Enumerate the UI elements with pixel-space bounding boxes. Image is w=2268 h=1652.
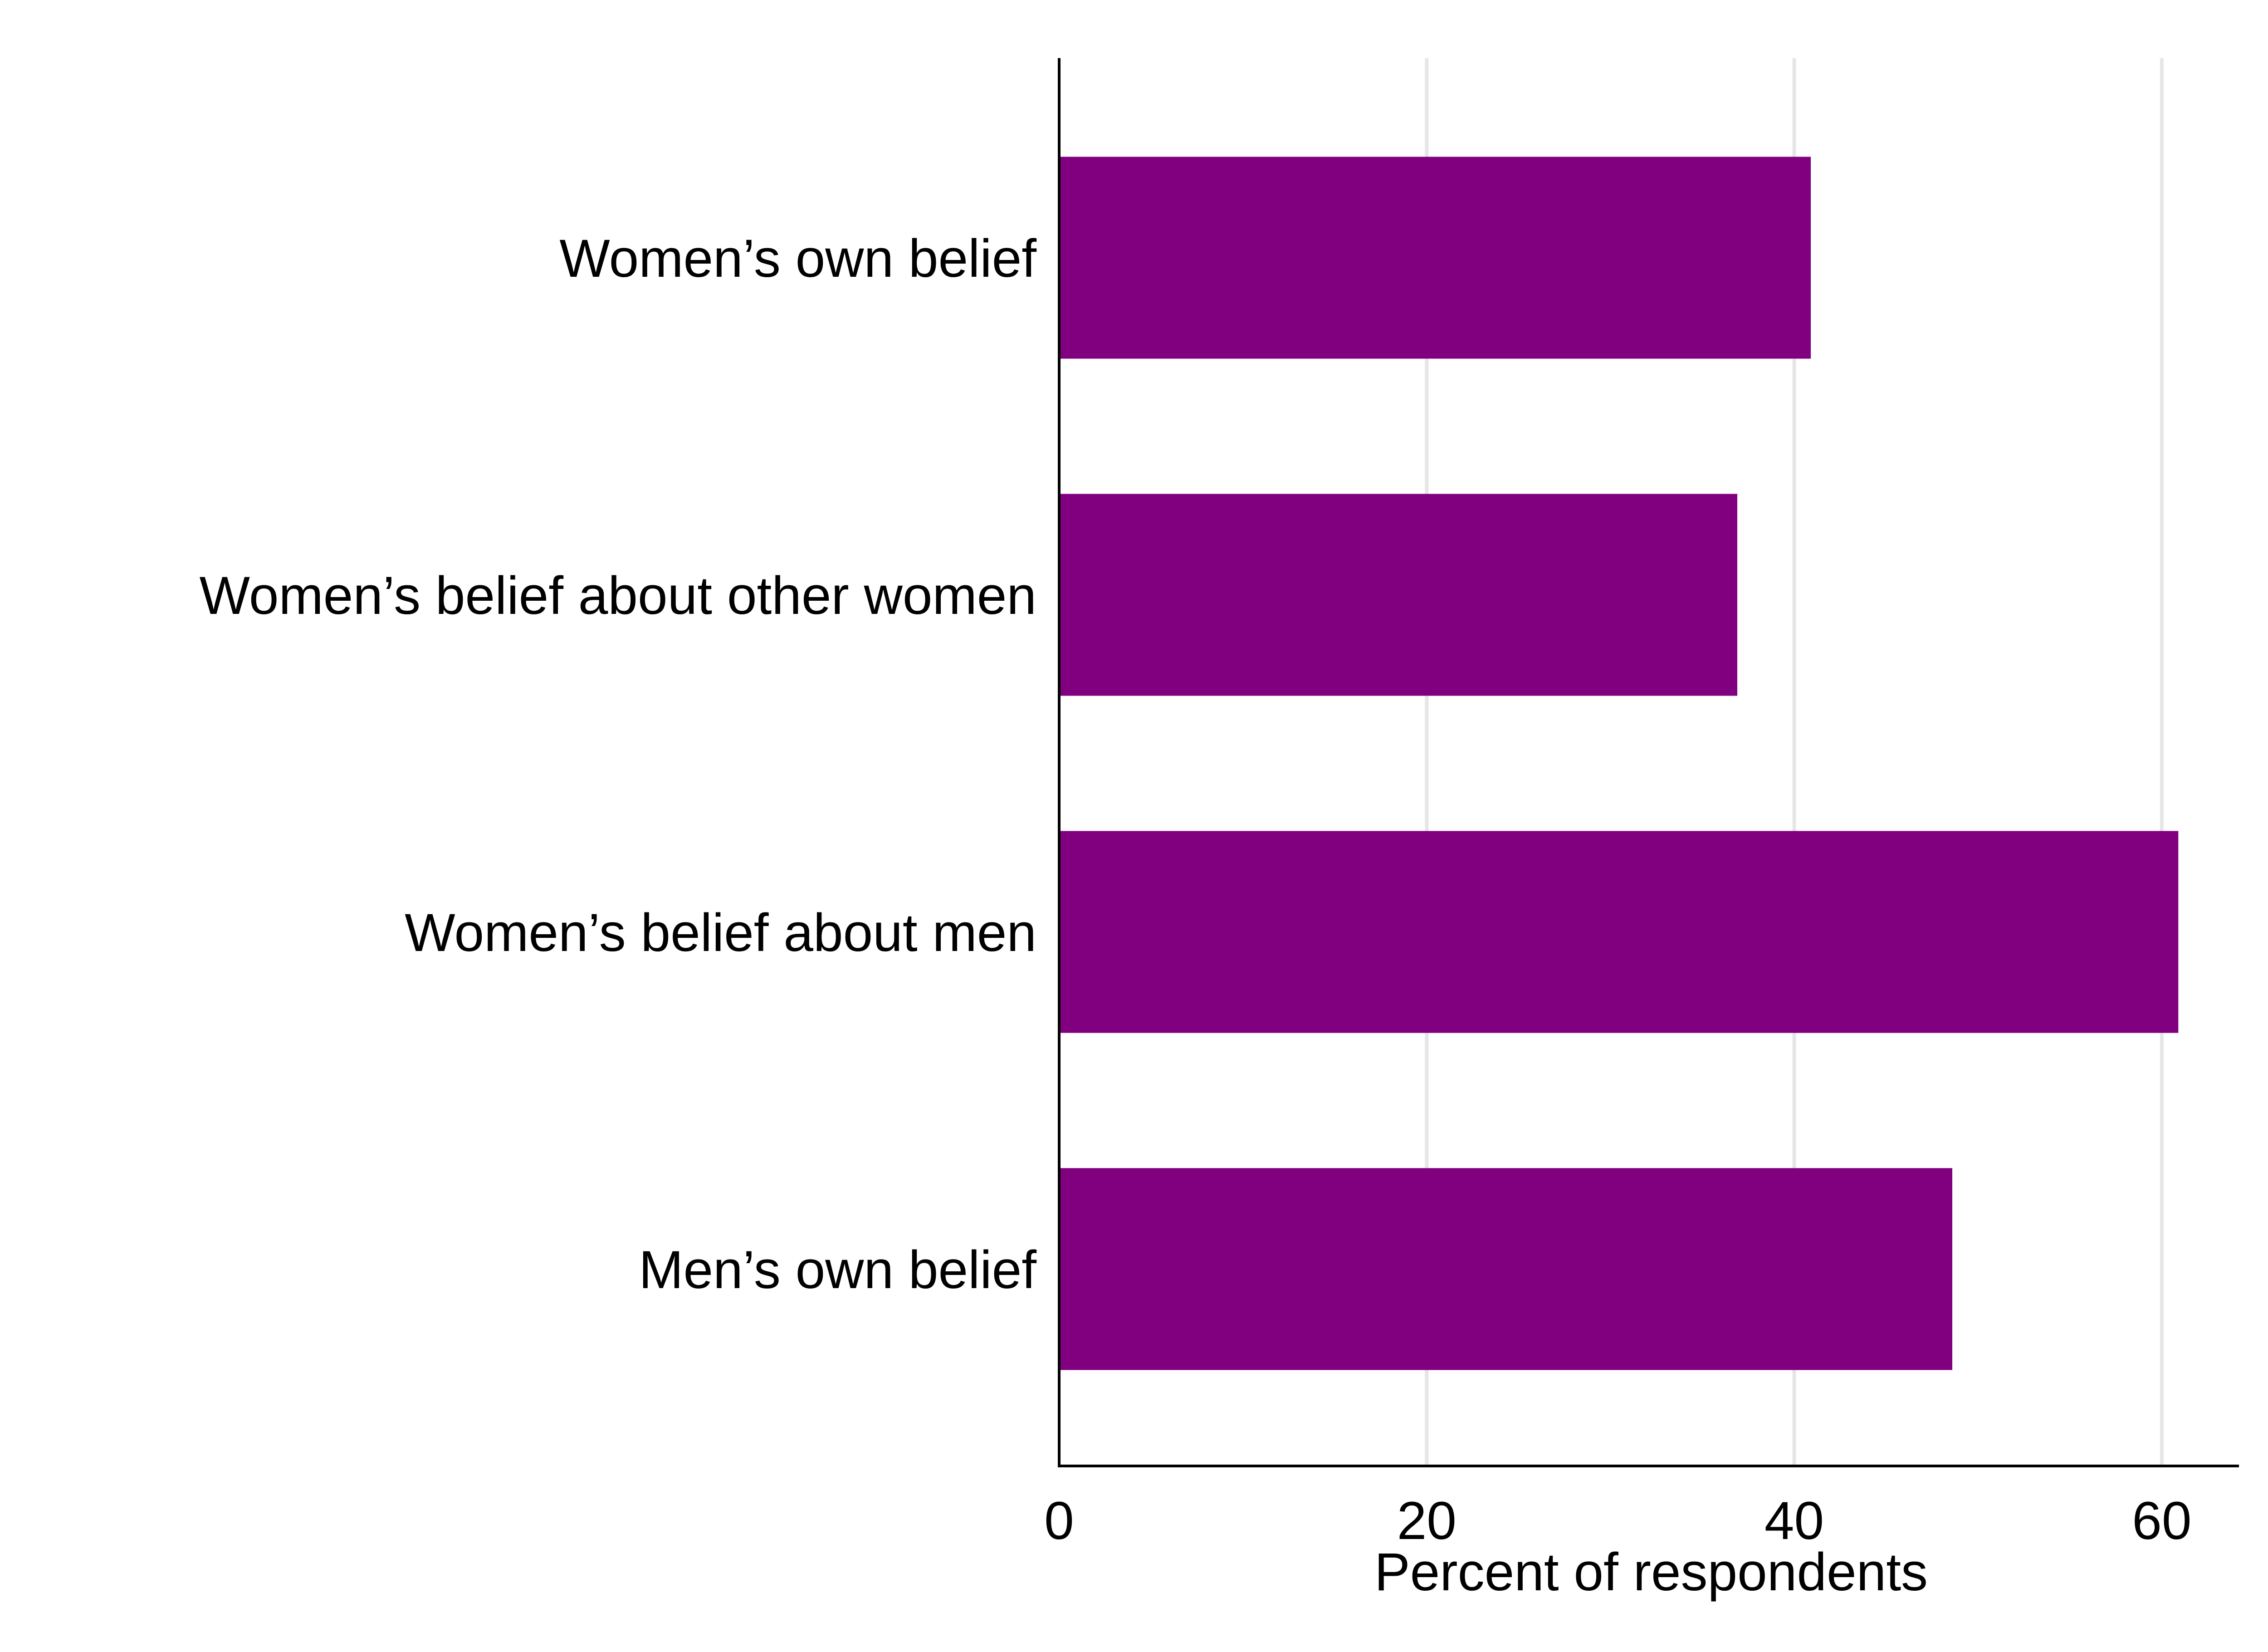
bars: [1059, 157, 2179, 1370]
bar-1: [1059, 157, 1811, 359]
x-tick-labels: 0 20 40 60: [1044, 1491, 2191, 1551]
axes: [1058, 58, 2239, 1467]
bar-4: [1059, 1168, 1952, 1370]
category-label-3: Women’s belief about men: [405, 903, 1036, 963]
x-tick-label-60: 60: [2132, 1491, 2191, 1551]
category-label-2: Women’s belief about other women: [200, 566, 1036, 626]
x-tick-label-0: 0: [1044, 1491, 1074, 1551]
x-tick-label-40: 40: [1765, 1491, 1824, 1551]
category-labels: Women’s own belief Women’s belief about o…: [200, 229, 1037, 1300]
category-label-4: Men’s own belief: [639, 1240, 1036, 1300]
x-tick-label-20: 20: [1397, 1491, 1457, 1551]
category-label-1: Women’s own belief: [559, 229, 1036, 289]
x-axis-title: Percent of respondents: [1374, 1542, 1928, 1602]
bar-3: [1059, 831, 2179, 1033]
bar-2: [1059, 494, 1737, 696]
